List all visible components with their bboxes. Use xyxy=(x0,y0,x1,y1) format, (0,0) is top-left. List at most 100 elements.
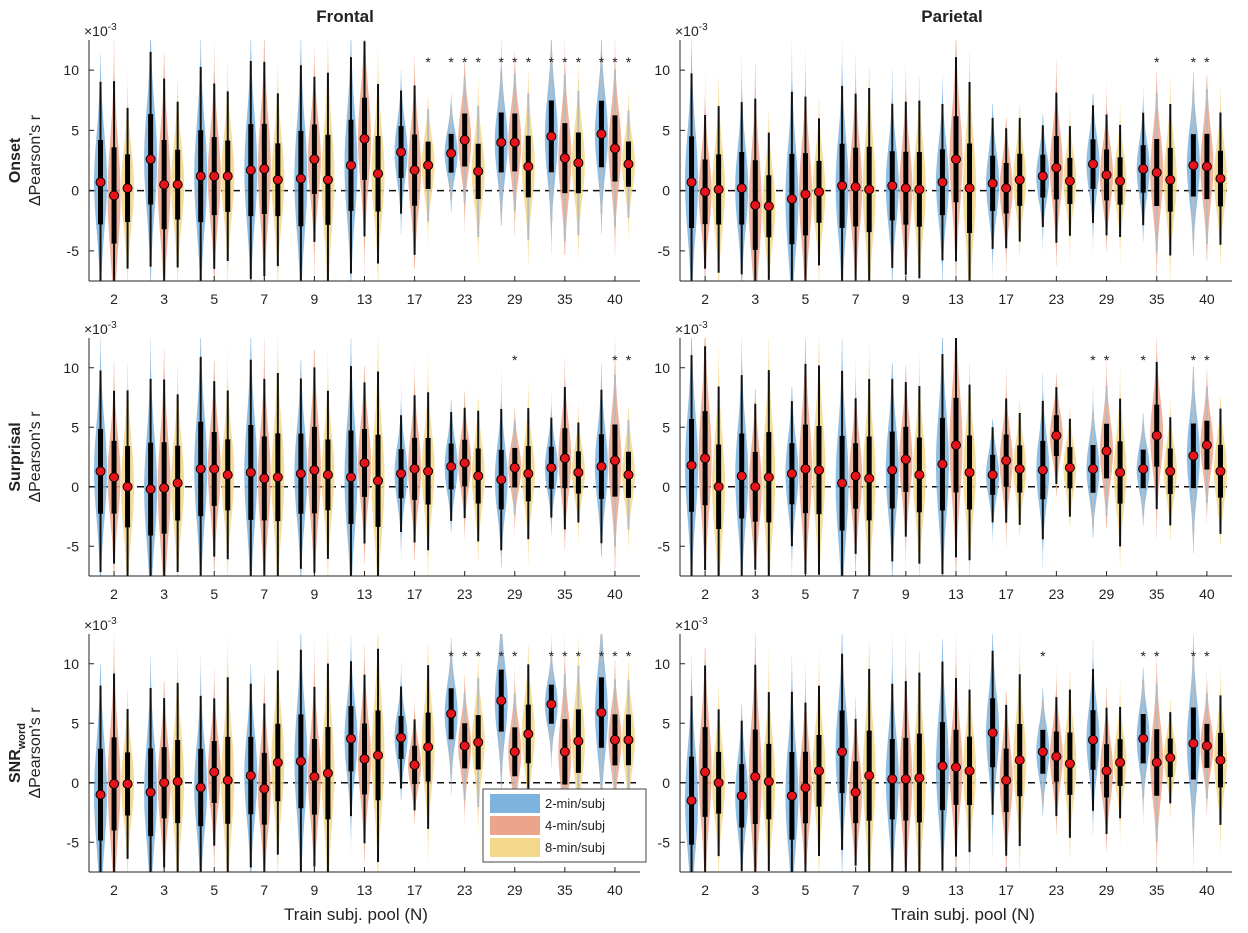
x-tick-label: 13 xyxy=(357,586,373,602)
median-point xyxy=(373,168,384,179)
median-point xyxy=(109,778,120,789)
y-tick-label: 5 xyxy=(71,419,79,435)
x-tick-label: 17 xyxy=(407,882,423,898)
median-point xyxy=(245,770,256,781)
median-point xyxy=(1188,738,1199,749)
median-point xyxy=(409,463,420,474)
median-point xyxy=(786,790,797,801)
median-point xyxy=(700,453,711,464)
y-tick-label: 5 xyxy=(71,715,79,731)
row-label-subscript: word xyxy=(16,723,28,750)
median-point xyxy=(446,148,457,159)
significance-star: * xyxy=(626,352,632,368)
column-title-parietal: Parietal xyxy=(921,7,982,26)
legend-swatch-4min xyxy=(490,816,540,835)
median-point xyxy=(446,461,457,472)
x-axis-label-left: Train subj. pool (N) xyxy=(284,905,428,924)
median-point xyxy=(272,174,283,185)
median-point xyxy=(1051,162,1062,173)
x-tick-label: 7 xyxy=(260,586,268,602)
legend-label-8min: 8-min/subj xyxy=(545,840,605,855)
median-point xyxy=(713,481,724,492)
x-tick-label: 29 xyxy=(507,586,523,602)
median-point xyxy=(1064,175,1075,186)
median-point xyxy=(1151,757,1162,768)
median-point xyxy=(900,183,911,194)
median-point xyxy=(937,177,948,188)
y-tick-label: 10 xyxy=(654,656,670,672)
median-point xyxy=(1138,733,1149,744)
median-point xyxy=(763,201,774,212)
legend: 2-min/subj 4-min/subj 8-min/subj xyxy=(482,788,647,863)
y-tick-label: 0 xyxy=(71,183,79,199)
x-axis-label-right: Train subj. pool (N) xyxy=(891,905,1035,924)
median-point xyxy=(222,469,233,480)
x-tick-label: 13 xyxy=(357,882,373,898)
x-tick-label: 40 xyxy=(607,291,623,307)
median-point xyxy=(309,771,320,782)
median-point xyxy=(1087,463,1098,474)
x-tick-label: 2 xyxy=(701,291,709,307)
median-point xyxy=(496,695,507,706)
median-point xyxy=(1165,466,1176,477)
median-point xyxy=(1201,161,1212,172)
median-point xyxy=(573,467,584,478)
exponent-label: ×10-3 xyxy=(84,22,117,39)
x-tick-label: 9 xyxy=(311,291,319,307)
median-point xyxy=(1087,734,1098,745)
median-point xyxy=(814,465,825,476)
plot-area xyxy=(89,40,640,281)
median-point xyxy=(850,182,861,193)
median-point xyxy=(1165,752,1176,763)
significance-star: * xyxy=(425,54,431,70)
significance-star: * xyxy=(475,54,481,70)
median-point xyxy=(245,467,256,478)
median-point xyxy=(145,484,156,495)
median-point xyxy=(1064,462,1075,473)
x-tick-label: 23 xyxy=(1049,586,1065,602)
significance-star: * xyxy=(462,54,468,70)
median-point xyxy=(763,776,774,787)
median-point xyxy=(700,767,711,778)
median-point xyxy=(814,765,825,776)
median-point xyxy=(1101,765,1112,776)
median-point xyxy=(546,699,557,710)
median-point xyxy=(964,467,975,478)
x-tick-label: 3 xyxy=(160,882,168,898)
median-point xyxy=(145,154,156,165)
significance-star: * xyxy=(562,648,568,664)
median-point xyxy=(1151,167,1162,178)
median-point xyxy=(1014,463,1025,474)
median-point xyxy=(1037,465,1048,476)
x-tick-label: 7 xyxy=(260,882,268,898)
x-tick-label: 35 xyxy=(557,586,573,602)
legend-swatch-8min xyxy=(490,838,540,857)
x-tick-label: 3 xyxy=(751,291,759,307)
median-point xyxy=(800,189,811,200)
y-tick-label: 5 xyxy=(662,715,670,731)
median-point xyxy=(900,454,911,465)
legend-label-4min: 4-min/subj xyxy=(545,818,605,833)
median-point xyxy=(159,179,170,190)
median-point xyxy=(887,774,898,785)
y-tick-label: -5 xyxy=(67,538,80,554)
x-tick-label: 5 xyxy=(210,586,218,602)
x-tick-label: 9 xyxy=(311,586,319,602)
median-point xyxy=(1051,430,1062,441)
y-tick-label: 10 xyxy=(654,62,670,78)
median-point xyxy=(259,163,270,174)
median-point xyxy=(523,161,534,172)
median-point xyxy=(713,777,724,788)
significance-star: * xyxy=(1090,352,1096,368)
median-point xyxy=(1087,159,1098,170)
median-point xyxy=(95,466,106,477)
median-point xyxy=(409,759,420,770)
median-point xyxy=(736,471,747,482)
median-point xyxy=(1115,757,1126,768)
median-point xyxy=(1201,440,1212,451)
median-point xyxy=(1188,160,1199,171)
median-point xyxy=(122,778,133,789)
median-point xyxy=(609,734,620,745)
